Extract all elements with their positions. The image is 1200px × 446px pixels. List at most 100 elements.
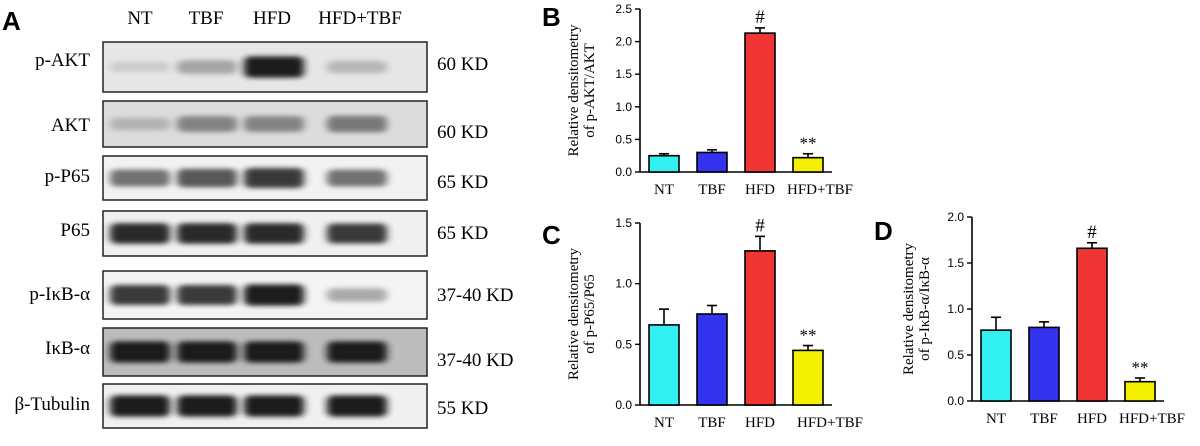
bar-tbf <box>696 313 728 406</box>
lane-label-nt: NT <box>127 8 153 29</box>
significance-mark: ** <box>800 134 817 153</box>
blot-band <box>177 60 237 74</box>
chart-panel-d: D 0.0 0.5 1.0 1.5 2.0 Relative densitometry of … <box>874 210 1185 427</box>
y-axis-label-line: Relative densitometry <box>901 242 917 375</box>
blot-row: AKT 60 KD <box>51 100 488 148</box>
bar-tbf <box>696 151 728 173</box>
blot-band <box>177 116 237 132</box>
molecular-weight-label: 37-40 KD <box>437 285 514 306</box>
blot-row: p-IκB-α 37-40 KD <box>29 270 514 320</box>
bar-hfd <box>1076 247 1108 402</box>
bar-nt <box>648 154 680 173</box>
y-axis-label-line: of p-AKT/AKT <box>582 43 598 138</box>
x-tick-label: TBF <box>698 182 726 198</box>
y-axis-label-line: of p-IκB-α/IκB-α <box>917 257 933 361</box>
blot-band <box>244 341 304 363</box>
y-tick-label: 1.5 <box>615 216 632 230</box>
y-axis-label-line: Relative densitometry <box>566 247 582 380</box>
bar-hfd-plus-tbf <box>1124 380 1156 402</box>
blot-strips: p-AKT 60 KD AKT 60 KD p-P65 65 KD P65 65 KD p-Iκ… <box>15 41 514 429</box>
blot-band <box>244 168 304 188</box>
y-tick-label: 2.0 <box>947 210 964 224</box>
blot-row: β-Tubulin 55 KD <box>15 383 488 429</box>
bar-tbf <box>1028 326 1060 402</box>
blot-protein-label: IκB-α <box>45 338 90 359</box>
molecular-weight-label: 55 KD <box>437 398 488 419</box>
y-tick-label: 0.0 <box>947 394 964 408</box>
bar-hfd <box>744 32 776 173</box>
blot-band <box>244 395 304 417</box>
y-tick-label: 1.5 <box>615 67 632 81</box>
molecular-weight-label: 65 KD <box>437 223 488 244</box>
x-tick-label: NT <box>654 415 674 431</box>
blot-band <box>327 60 387 74</box>
blot-row: P65 65 KD <box>60 210 488 257</box>
blot-protein-label: P65 <box>60 220 90 241</box>
blot-band <box>327 288 387 302</box>
blot-band <box>110 61 170 73</box>
blot-band <box>110 395 170 417</box>
molecular-weight-label: 37-40 KD <box>437 350 514 371</box>
blot-band <box>110 341 170 363</box>
molecular-weight-label: 65 KD <box>437 172 488 193</box>
x-tick-label: TBF <box>698 415 726 431</box>
significance-mark: # <box>755 7 765 28</box>
chart-panel-b: B 0.0 0.5 1.0 1.5 2.0 2.5 Relative densitometry… <box>542 2 853 198</box>
y-tick-label: 0.5 <box>615 132 632 146</box>
x-tick-label: HFD <box>745 415 775 431</box>
x-tick-label: HFD+TBF <box>787 182 853 198</box>
x-tick-label: NT <box>986 411 1006 427</box>
blot-band <box>244 284 304 306</box>
blot-band <box>177 285 237 305</box>
blot-band <box>110 169 170 187</box>
x-tick-label: HFD <box>1077 411 1107 427</box>
blot-band <box>177 341 237 363</box>
blot-band <box>327 341 387 363</box>
blot-band <box>244 223 304 244</box>
chart-panel-c: C 0.0 0.5 1.0 1.5 Relative densitometry of p-P… <box>542 215 863 431</box>
panel-a-letter: A <box>2 6 21 36</box>
blot-band <box>327 395 387 417</box>
blot-row: p-AKT 60 KD <box>35 41 488 93</box>
blot-band <box>110 285 170 305</box>
y-tick-label: 1.0 <box>615 277 632 291</box>
blot-protein-label: β-Tubulin <box>15 394 91 415</box>
panel-letter: D <box>874 216 893 246</box>
significance-mark: # <box>1087 222 1097 243</box>
blot-row: p-P65 65 KD <box>45 155 488 201</box>
bar-hfd-plus-tbf <box>792 156 824 173</box>
x-tick-label: HFD+TBF <box>1119 411 1185 427</box>
bar-nt <box>980 329 1012 402</box>
lane-label-hfd: HFD <box>253 8 291 29</box>
molecular-weight-label: 60 KD <box>437 122 488 143</box>
x-tick-label: HFD <box>745 182 775 198</box>
blot-protein-label: p-P65 <box>45 166 90 187</box>
blot-band <box>327 169 387 187</box>
y-tick-label: 0.0 <box>615 165 632 179</box>
lane-label-tbf: TBF <box>189 8 224 29</box>
y-tick-label: 2.5 <box>615 2 632 16</box>
panel-letter: C <box>542 220 561 250</box>
blot-band <box>327 223 387 244</box>
lane-label-hfd-plus-tbf: HFD+TBF <box>318 8 402 29</box>
blot-protein-label: AKT <box>51 115 90 136</box>
blot-band <box>177 168 237 188</box>
blot-band <box>177 223 237 244</box>
bar-nt <box>648 324 680 406</box>
blot-band <box>244 116 304 132</box>
x-tick-label: HFD+TBF <box>797 415 863 431</box>
blot-row: IκB-α 37-40 KD <box>45 327 514 377</box>
blot-protein-label: p-IκB-α <box>29 284 90 305</box>
y-tick-label: 1.0 <box>615 100 632 114</box>
blot-band <box>327 115 387 133</box>
y-axis-label-line: of p-P65/P65 <box>582 274 598 354</box>
y-tick-label: 1.5 <box>947 256 964 270</box>
y-tick-label: 0.5 <box>947 348 964 362</box>
y-tick-label: 2.0 <box>615 35 632 49</box>
bar-hfd <box>744 250 776 406</box>
x-tick-label: TBF <box>1030 411 1058 427</box>
y-axis-label-line: Relative densitometry <box>566 24 582 157</box>
significance-mark: # <box>755 215 765 236</box>
significance-mark: ** <box>800 326 817 345</box>
